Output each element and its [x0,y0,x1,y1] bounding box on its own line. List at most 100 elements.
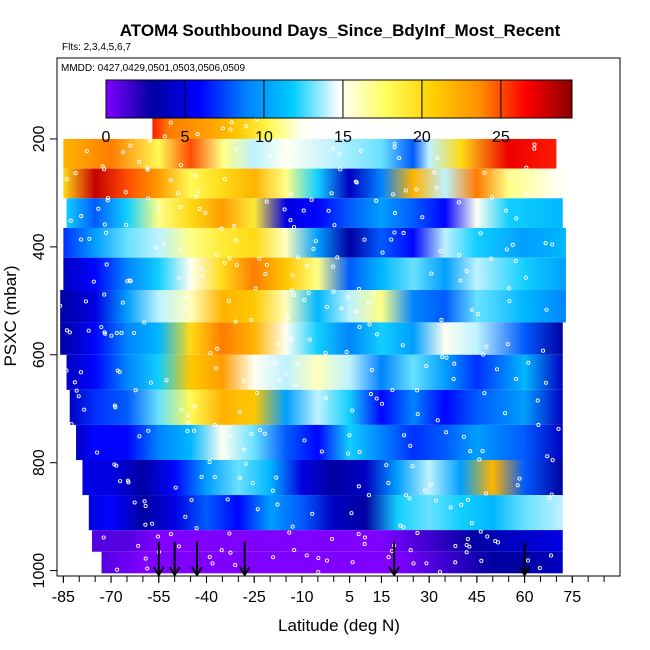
observation-point [304,553,309,558]
observation-point [489,195,495,200]
observation-point [58,303,63,308]
plot-frame [56,57,621,577]
observation-point [392,211,398,216]
observation-point [432,170,437,175]
observation-point [102,167,107,172]
observation-point [444,430,449,435]
observation-point [194,526,199,531]
observation-point [331,264,336,269]
observation-point [185,429,190,434]
observation-point [274,475,279,480]
observation-point [350,560,355,565]
observation-point [285,315,290,321]
observation-point [374,332,380,337]
heatmap-layer [63,257,566,291]
observation-point [176,191,181,196]
arrow-head [191,566,203,577]
observation-point [192,428,197,433]
heatmap-layer [82,459,563,496]
observation-point [354,309,359,314]
observation-point [362,541,367,547]
observation-point [79,214,84,219]
observation-point [532,142,537,147]
observation-point [543,380,548,385]
observation-point [196,189,201,194]
observation-point [219,548,224,553]
observation-point [142,320,147,325]
observation-point [415,530,420,536]
observation-point [72,380,77,385]
observation-point [183,295,188,300]
x-tick-label: 5 [345,589,354,606]
observation-point [64,328,69,333]
observation-point [233,563,238,568]
observation-point [132,500,137,505]
observation-point [64,368,69,373]
flight-arrows [152,541,531,577]
colorbar-tick-label: 0 [102,129,111,146]
observation-point [215,346,220,351]
observation-point [316,570,321,575]
observation-point [324,558,330,563]
observation-point [290,524,295,529]
observation-point [380,401,385,406]
observation-point [456,253,462,258]
x-tick-label: 60 [516,589,534,606]
observation-point [356,286,362,291]
observation-point [282,207,287,212]
observation-point [234,238,239,243]
observation-point [482,170,487,175]
observation-point [357,324,362,330]
observation-point [168,178,173,183]
observation-point [510,242,515,247]
observation-point [264,262,269,267]
observation-point [101,535,106,540]
observation-point [456,200,461,205]
observation-point [302,297,307,303]
observation-point [335,255,340,260]
observation-point [368,391,374,397]
x-tick-label: 75 [563,589,581,606]
x-tick-label: -40 [195,589,218,606]
x-axis: -85 -70 -55 -40 -25 -10 5 15 30 45 60 75 [52,576,605,606]
observation-point [479,558,484,563]
observation-point [225,455,230,460]
observation-point [227,256,232,261]
heatmap-layer [63,138,557,169]
observation-point [307,337,312,342]
observation-point [148,138,153,143]
observation-point [526,360,531,365]
observation-point [452,361,457,366]
observation-point [392,230,397,235]
observation-point [291,224,297,230]
observation-point [178,205,183,210]
heatmap-layer [60,290,566,323]
observation-point [104,230,109,235]
observation-point [255,507,260,512]
observation-point [344,349,349,355]
observation-point [118,479,123,484]
observation-point [250,481,255,486]
observation-point [229,120,234,125]
observation-point [357,449,362,455]
observation-point [478,231,483,236]
observation-point [329,537,335,542]
x-tick-label: -10 [290,589,313,606]
observation-point [155,534,161,539]
observation-point [461,434,467,439]
observation-point [537,565,542,571]
observation-point [227,531,232,536]
x-tick-label: 30 [420,589,438,606]
x-tick-label: -85 [52,589,75,606]
observation-point [525,558,531,563]
arrow-head [238,566,251,577]
observation-point [261,362,266,367]
observation-point [347,433,352,438]
observation-point [258,428,263,433]
heatmap-layer [76,424,563,460]
observation-point [143,522,148,527]
observation-point [68,218,73,223]
observation-point [104,262,109,267]
observation-point [323,350,328,355]
observation-point [102,292,107,297]
